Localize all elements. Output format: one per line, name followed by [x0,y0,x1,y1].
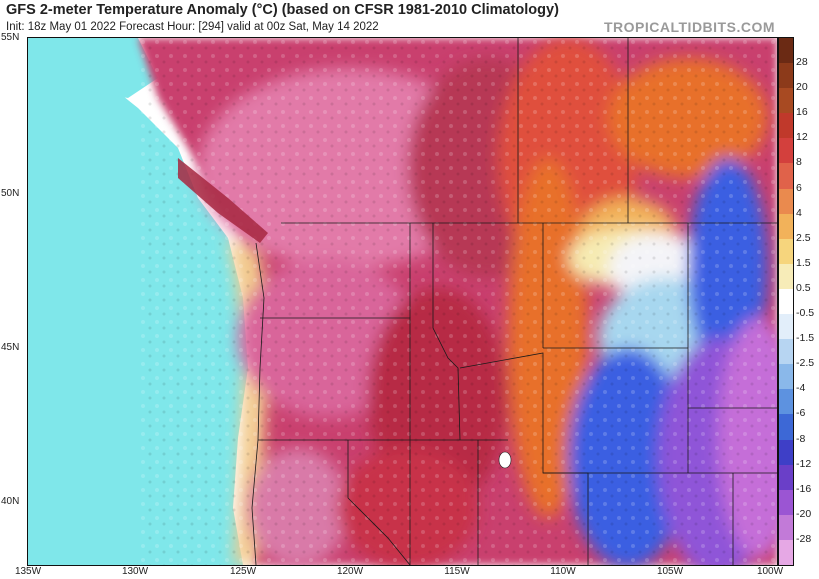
color-scale-segment [779,113,793,139]
color-scale-segment [779,389,793,415]
color-scale-label: -2.5 [796,357,815,370]
lat-label: 40N [1,496,20,507]
color-scale-segment [779,288,793,315]
brand-watermark: TROPICALTIDBITS.COM [603,19,775,35]
color-scale-segment [779,238,793,265]
lat-label: 55N [1,32,20,43]
lat-label: 45N [1,342,20,353]
color-scale-label: -6 [796,407,806,420]
color-scale-bar [778,37,794,566]
lon-label: 100W [756,566,784,577]
lon-label: 135W [14,566,42,577]
lon-label: 110W [550,566,576,577]
color-scale-label: 16 [796,106,808,119]
lon-label: 120W [336,566,364,577]
color-scale-label: -4 [796,382,806,395]
color-scale-label: 1.5 [796,256,811,269]
political-borders [258,38,777,565]
color-scale-label: 20 [796,81,808,94]
color-scale-segment [779,539,793,566]
color-scale-segment [779,314,793,340]
color-scale-label: 6 [796,181,802,194]
color-scale-segment [779,263,793,290]
color-scale-label: -28 [796,532,812,545]
lon-label: 115W [444,566,470,577]
temperature-anomaly-map [27,37,778,566]
color-scale-label: 28 [796,56,808,69]
color-scale-segment [779,364,793,390]
forecast-info: Init: 18z May 01 2022 Forecast Hour: [29… [6,21,379,33]
color-scale-segment [779,414,793,441]
lat-label: 50N [1,188,20,199]
color-scale-segment [779,213,793,240]
color-scale-label: -1.5 [796,332,815,345]
color-scale-segment [779,339,793,365]
color-scale-label: -8 [796,432,806,445]
lon-label: 125W [229,566,257,577]
color-scale-label: -16 [796,482,812,495]
color-scale-segment [779,514,793,541]
color-scale-label: 2.5 [796,231,811,244]
color-scale-segment [779,489,793,516]
color-scale-label: 0.5 [796,281,811,294]
color-scale-segment [779,163,793,190]
color-scale-label: -20 [796,507,812,520]
color-scale-segment [779,38,793,64]
color-scale-segment [779,88,793,114]
color-scale-segment [779,464,793,491]
lon-label: 105W [656,566,684,577]
chart-title: GFS 2-meter Temperature Anomaly (°C) (ba… [6,2,559,18]
color-scale-label: 4 [796,206,802,219]
color-scale-label: 8 [796,156,802,169]
color-scale-segment [779,188,793,215]
color-scale-label: -0.5 [796,307,815,320]
color-scale-label: 12 [796,131,808,144]
color-scale-segment [779,63,793,89]
color-scale-segment [779,439,793,466]
color-scale-segment [779,138,793,164]
lon-label: 130W [121,566,149,577]
color-scale-label: -12 [796,457,812,470]
